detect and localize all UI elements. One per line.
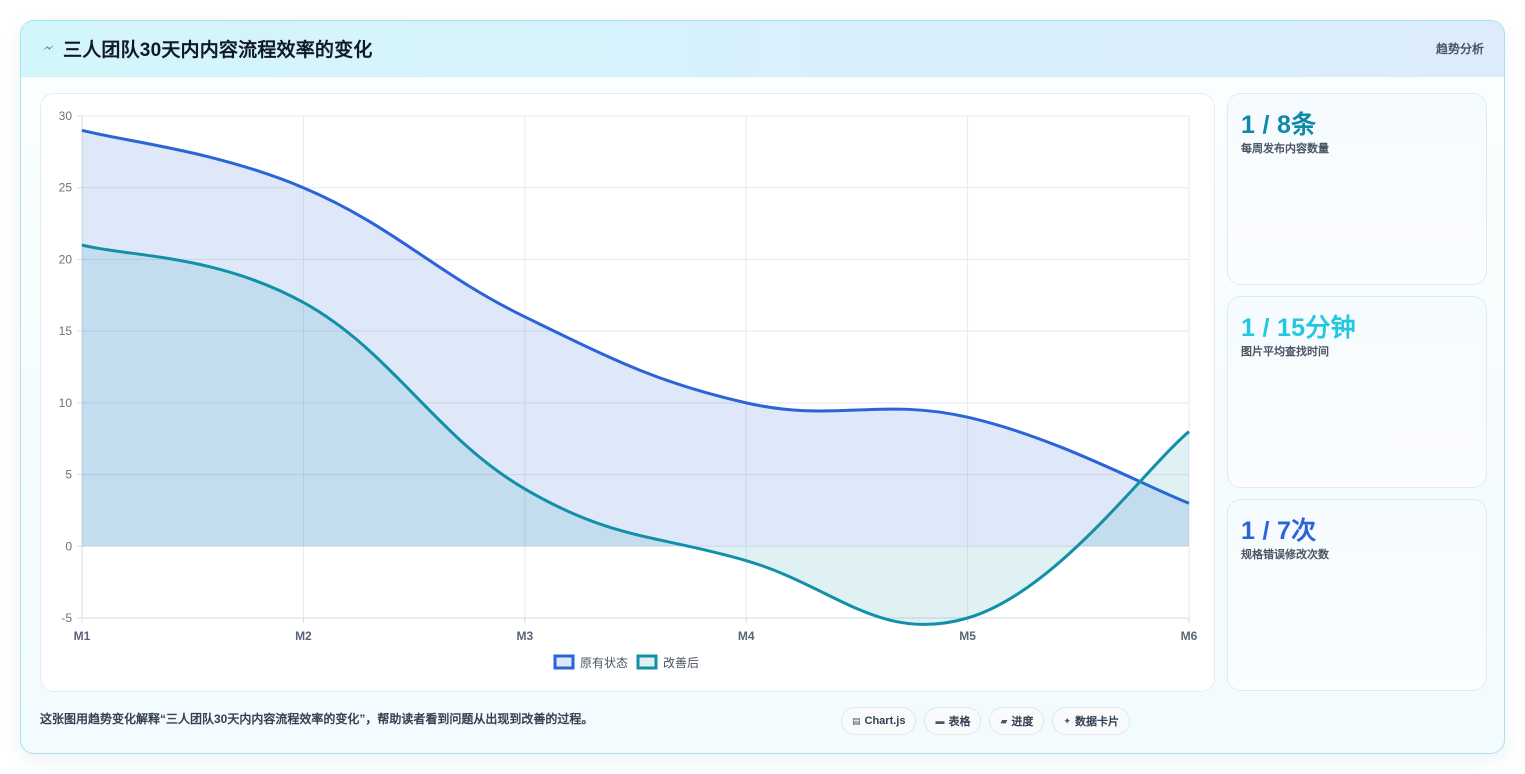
pill-label: 进度 bbox=[1011, 716, 1034, 728]
x-tick-label: M6 bbox=[1181, 629, 1198, 643]
series-line-1 bbox=[81, 128, 1190, 505]
stat-card-weekly-posts: 1 / 8条 每周发布内容数量 bbox=[1227, 93, 1487, 285]
x-tick-label: M5 bbox=[959, 629, 976, 643]
chart-panel: 30 25 20 15 10 5 0 -5 M1 M2 M3 M4 M5 M6 原有状态 改善后 bbox=[40, 93, 1215, 692]
y-tick-label: -5 bbox=[61, 611, 72, 625]
table-icon: ▬ bbox=[935, 716, 945, 726]
card-header: 三人团队30天内内容流程效率的变化 趋势分析 bbox=[21, 21, 1504, 77]
legend-swatch bbox=[553, 654, 575, 670]
y-tick-label: 10 bbox=[59, 396, 73, 410]
pill-label: 表格 bbox=[948, 716, 971, 728]
legend-label: 原有状态 bbox=[580, 656, 628, 670]
stat-value: 1 / 7次 bbox=[1241, 517, 1317, 545]
pill-progress[interactable]: ▰ 进度 bbox=[989, 707, 1045, 735]
page-title: 三人团队30天内内容流程效率的变化 bbox=[63, 40, 373, 61]
x-tick-label: M3 bbox=[516, 629, 533, 643]
y-tick-label: 25 bbox=[59, 181, 73, 195]
series-area-2 bbox=[82, 245, 1189, 625]
pill-label: Chart.js bbox=[864, 715, 906, 727]
chart-description: 这张图用趋势变化解释“三人团队30天内内容流程效率的变化”，帮助读者看到问题从出… bbox=[40, 712, 594, 726]
card-icon: ✦ bbox=[1063, 715, 1071, 726]
chart-icon: ▤ bbox=[852, 715, 861, 726]
x-tick-label: M1 bbox=[74, 629, 91, 643]
stat-label: 每周发布内容数量 bbox=[1241, 143, 1329, 155]
legend-label: 改善后 bbox=[663, 655, 699, 670]
series-area-1 bbox=[82, 130, 1189, 547]
stat-label: 规格错误修改次数 bbox=[1241, 549, 1329, 561]
stat-label: 图片平均查找时间 bbox=[1241, 346, 1329, 358]
y-tick-label: 0 bbox=[65, 539, 72, 553]
chart-card: 三人团队30天内内容流程效率的变化 趋势分析 30 25 20 15 10 5 0 -5 M1 M… bbox=[20, 20, 1505, 754]
series-line-2 bbox=[81, 243, 1190, 627]
pill-table[interactable]: ▬ 表格 bbox=[924, 707, 982, 735]
tech-pills: ▤ Chart.js ▬ 表格 ▰ 进度 ✦ 数据卡片 bbox=[841, 707, 1130, 735]
stat-value: 1 / 8条 bbox=[1241, 111, 1317, 139]
pill-chartjs[interactable]: ▤ Chart.js bbox=[841, 707, 917, 735]
progress-icon: ▰ bbox=[1000, 715, 1008, 726]
y-tick-label: 15 bbox=[59, 324, 73, 338]
y-tick-label: 20 bbox=[59, 252, 73, 266]
area-chart: 30 25 20 15 10 5 0 -5M1 M2 M3 M4 M5 M6 原有状态 改善后 bbox=[59, 109, 1198, 670]
pill-label: 数据卡片 bbox=[1074, 716, 1119, 728]
lightning-icon bbox=[43, 45, 54, 50]
trend-tag: 趋势分析 bbox=[1435, 42, 1484, 56]
y-tick-label: 30 bbox=[59, 109, 73, 123]
stat-card-spec-errors: 1 / 7次 规格错误修改次数 bbox=[1227, 499, 1487, 691]
x-tick-label: M2 bbox=[295, 629, 312, 643]
stat-value: 1 / 15分钟 bbox=[1241, 314, 1356, 342]
x-tick-label: M4 bbox=[738, 629, 755, 643]
pill-data-card[interactable]: ✦ 数据卡片 bbox=[1052, 707, 1130, 735]
legend-swatch bbox=[636, 654, 658, 670]
stat-card-image-search-time: 1 / 15分钟 图片平均查找时间 bbox=[1227, 296, 1487, 488]
y-tick-label: 5 bbox=[65, 468, 72, 482]
